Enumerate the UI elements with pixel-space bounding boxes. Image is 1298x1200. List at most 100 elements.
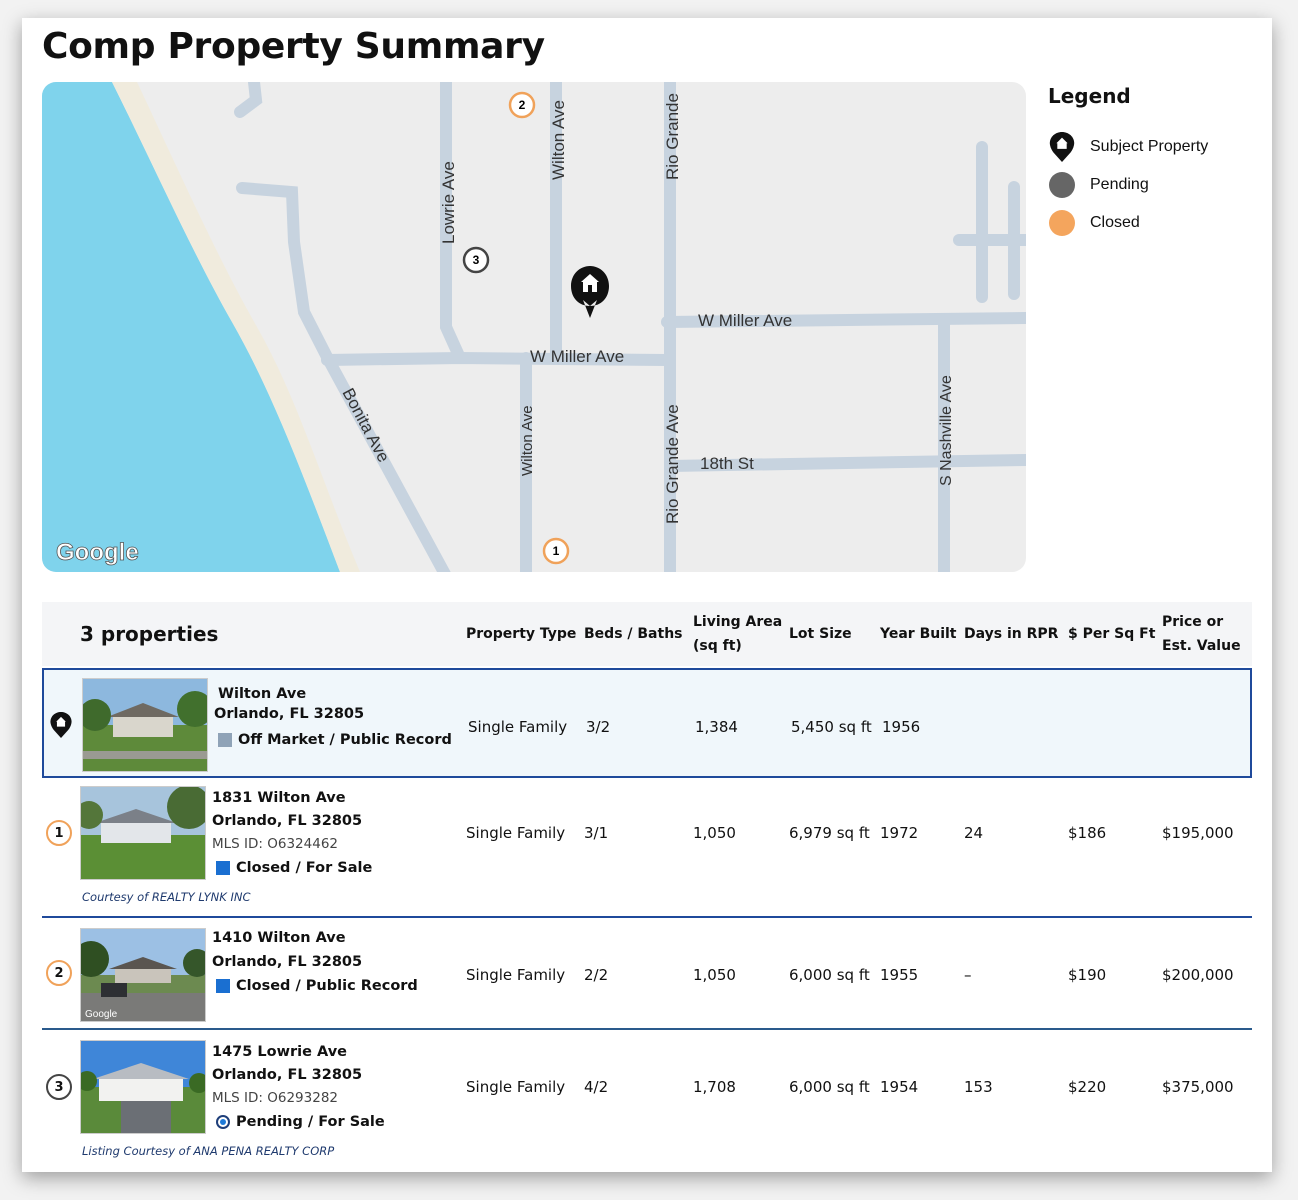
comp-year: 1955: [880, 966, 919, 984]
street-lowrie: Lowrie Ave: [439, 161, 458, 244]
street-nashville: S Nashville Ave: [938, 375, 955, 486]
map[interactable]: Lowrie Ave Wilton Ave Rio Grande W Mille…: [42, 82, 1026, 572]
col-beds-baths: Beds / Baths: [584, 626, 683, 642]
comp-days: 153: [964, 1078, 993, 1096]
comp-price: $375,000: [1162, 1078, 1234, 1096]
street-miller-left: W Miller Ave: [530, 347, 624, 366]
comp-address-line1: 1831 Wilton Ave: [212, 790, 346, 806]
comp-address-line1: 1410 Wilton Ave: [212, 930, 346, 946]
property-photo[interactable]: [80, 786, 206, 880]
col-price-line2: Est. Value: [1162, 638, 1241, 654]
pending-status-icon: [216, 1115, 230, 1129]
street-miller-right: W Miller Ave: [698, 311, 792, 330]
legend: Legend Subject Property Pending Closed: [1048, 84, 1258, 242]
comp-address-line2: Orlando, FL 32805: [212, 813, 363, 829]
comp-area: 1,050: [693, 824, 736, 842]
table-row[interactable]: 2 Google 1410 Wilton Ave Orlando, FL 328…: [42, 918, 1252, 1030]
comp-type: Single Family: [466, 824, 566, 842]
status-square-icon: [216, 861, 230, 875]
comp-mls-id: MLS ID: O6324462: [212, 836, 338, 852]
property-photo[interactable]: Google: [80, 928, 206, 1022]
subject-address-line2: Orlando, FL 32805: [214, 706, 365, 722]
comp-psf: $220: [1068, 1078, 1107, 1096]
marker-2: 2: [508, 91, 536, 119]
comp-number-icon: 2: [46, 960, 72, 986]
col-living-area: Living Area (sq ft): [693, 602, 782, 666]
legend-label-subject: Subject Property: [1090, 138, 1209, 155]
subject-type: Single Family: [468, 718, 568, 736]
col-lot-size: Lot Size: [789, 626, 852, 642]
comp-status-label: Closed / For Sale: [236, 860, 373, 876]
status-square-icon: [216, 979, 230, 993]
comp-status-label: Closed / Public Record: [236, 978, 418, 994]
table-row[interactable]: 1 1831 Wilton Ave Orlando, FL 32805 MLS …: [42, 778, 1252, 918]
col-living-area-line2: (sq ft): [693, 638, 742, 654]
subject-status-label: Off Market / Public Record: [238, 732, 452, 748]
comp-number-icon: 1: [46, 820, 72, 846]
comp-number-icon: 3: [46, 1074, 72, 1100]
subject-lot: 5,450 sq ft: [791, 718, 872, 736]
marker-3: 3: [462, 246, 490, 274]
property-count: 3 properties: [80, 622, 219, 646]
street-rio-top: Rio Grande: [663, 93, 682, 180]
comp-mls-id: MLS ID: O6293282: [212, 1090, 338, 1106]
google-logo: Google: [56, 539, 139, 566]
legend-item-closed: Closed: [1048, 204, 1258, 242]
comp-lot: 6,000 sq ft: [789, 966, 870, 984]
comp-address-line1: 1475 Lowrie Ave: [212, 1044, 347, 1060]
table-row[interactable]: 3 1475 Lowrie Ave Orlando, FL 32805 MLS …: [42, 1030, 1252, 1160]
comp-year: 1972: [880, 824, 919, 842]
comp-status-label: Pending / For Sale: [236, 1114, 385, 1130]
comp-price: $195,000: [1162, 824, 1234, 842]
comp-psf: $186: [1068, 824, 1107, 842]
comp-beds: 3/1: [584, 824, 609, 842]
comp-table: 3 properties Property Type Beds / Baths …: [42, 602, 1252, 1160]
comp-status: Closed / Public Record: [216, 978, 418, 994]
roads: [234, 82, 1026, 572]
water: [42, 82, 340, 572]
comp-address-line2: Orlando, FL 32805: [212, 1067, 363, 1083]
page-title: Comp Property Summary: [42, 26, 545, 67]
legend-item-subject: Subject Property: [1048, 128, 1258, 166]
comp-year: 1954: [880, 1078, 919, 1096]
comp-type: Single Family: [466, 966, 566, 984]
svg-text:3: 3: [473, 253, 480, 267]
comp-courtesy: Courtesy of REALTY LYNK INC: [82, 890, 251, 904]
comp-days: –: [964, 966, 972, 984]
svg-text:2: 2: [519, 98, 526, 112]
col-year-built: Year Built: [880, 626, 957, 642]
comp-price: $200,000: [1162, 966, 1234, 984]
comp-courtesy: Listing Courtesy of ANA PENA REALTY CORP: [82, 1144, 335, 1158]
table-row-subject[interactable]: Wilton Ave Orlando, FL 32805 Off Market …: [42, 668, 1252, 778]
subject-area: 1,384: [695, 718, 738, 736]
street-bonita: Bonita Ave: [338, 385, 393, 465]
street-wilton-bottom: Wilton Ave: [519, 405, 536, 476]
closed-dot-icon: [1049, 210, 1075, 236]
comp-type: Single Family: [466, 1078, 566, 1096]
pending-dot-icon: [1049, 172, 1075, 198]
legend-title: Legend: [1048, 84, 1131, 108]
property-photo[interactable]: [82, 678, 208, 772]
comp-address-line2: Orlando, FL 32805: [212, 954, 363, 970]
legend-label-pending: Pending: [1090, 176, 1149, 193]
comp-lot: 6,979 sq ft: [789, 824, 870, 842]
map-canvas: Lowrie Ave Wilton Ave Rio Grande W Mille…: [42, 82, 1026, 572]
comp-beds: 4/2: [584, 1078, 609, 1096]
col-living-area-line1: Living Area: [693, 614, 783, 630]
street-rio-bottom: Rio Grande Ave: [663, 404, 682, 524]
home-pin-icon: [1048, 132, 1076, 162]
property-photo[interactable]: [80, 1040, 206, 1134]
table-header: 3 properties Property Type Beds / Baths …: [42, 602, 1252, 666]
comp-beds: 2/2: [584, 966, 609, 984]
comp-psf: $190: [1068, 966, 1107, 984]
beach: [112, 82, 360, 572]
col-days-rpr: Days in RPR: [964, 626, 1059, 642]
comp-lot: 6,000 sq ft: [789, 1078, 870, 1096]
comp-days: 24: [964, 824, 984, 842]
legend-item-pending: Pending: [1048, 166, 1258, 204]
legend-label-closed: Closed: [1090, 214, 1140, 231]
subject-pin-icon: [50, 712, 72, 742]
marker-1: 1: [542, 537, 570, 565]
street-wilton-top: Wilton Ave: [549, 100, 568, 180]
comp-area: 1,708: [693, 1078, 736, 1096]
